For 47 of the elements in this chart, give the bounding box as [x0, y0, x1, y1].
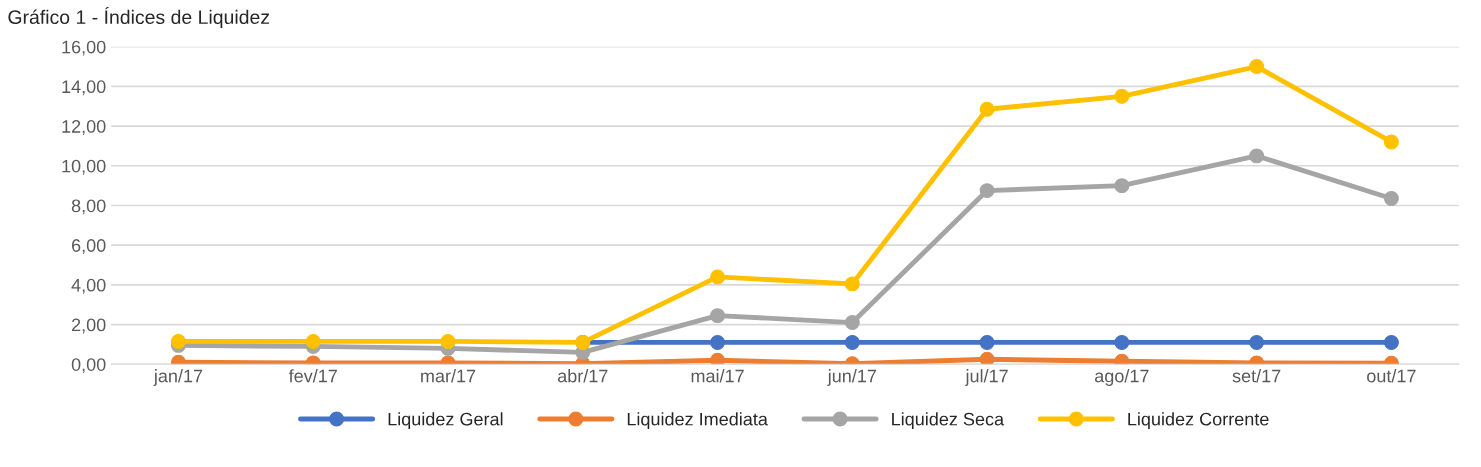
y-tick-label: 6,00 — [71, 239, 106, 255]
point — [1249, 148, 1265, 164]
x-tick-label: abr/17 — [557, 369, 608, 383]
y-tick-label: 0,00 — [71, 358, 106, 374]
point — [171, 333, 186, 349]
point — [305, 333, 321, 349]
y-tick-label: 16,00 — [62, 40, 106, 56]
point — [710, 334, 726, 350]
x-tick-label: jan/17 — [153, 369, 203, 386]
legend-label: Liquidez Seca — [892, 412, 1005, 430]
x-tick-label: mai/17 — [691, 369, 744, 383]
point — [440, 333, 456, 349]
point — [979, 351, 995, 365]
point — [979, 101, 995, 117]
point — [1249, 59, 1265, 75]
chart-title: Gráfico 1 - Índices de Liquidez — [8, 7, 270, 28]
y-tick-label: 14,00 — [62, 80, 106, 96]
point — [844, 334, 860, 350]
point — [710, 308, 726, 324]
x-tick-label: mar/17 — [421, 369, 476, 383]
x-tick-label: ago/17 — [1095, 369, 1149, 386]
point — [1383, 191, 1399, 206]
point — [979, 334, 995, 350]
legend-label: Liquidez Corrente — [1128, 412, 1269, 430]
point — [1383, 134, 1399, 150]
point — [844, 315, 860, 331]
x-tick-label: out/17 — [1367, 369, 1416, 383]
y-tick-label: 10,00 — [62, 159, 106, 175]
legend-label: Liquidez Geral — [388, 412, 503, 430]
legend-label: Liquidez Imediata — [627, 412, 768, 430]
point — [710, 352, 726, 365]
y-tick-label: 4,00 — [71, 278, 106, 294]
point — [1383, 334, 1399, 350]
y-tick-label: 12,00 — [62, 120, 106, 135]
x-tick-label: jul/17 — [965, 369, 1008, 386]
point — [844, 276, 860, 292]
y-tick-label: 8,00 — [71, 199, 106, 215]
y-tick-label: 2,00 — [71, 318, 106, 334]
point — [1114, 178, 1130, 194]
x-tick-label: fev/17 — [288, 369, 337, 383]
point — [979, 183, 995, 199]
point — [1114, 88, 1130, 104]
point — [1114, 334, 1130, 350]
point — [710, 269, 726, 285]
x-tick-label: jun/17 — [827, 369, 877, 386]
x-tick-label: set/17 — [1232, 369, 1281, 383]
point — [1249, 334, 1265, 350]
